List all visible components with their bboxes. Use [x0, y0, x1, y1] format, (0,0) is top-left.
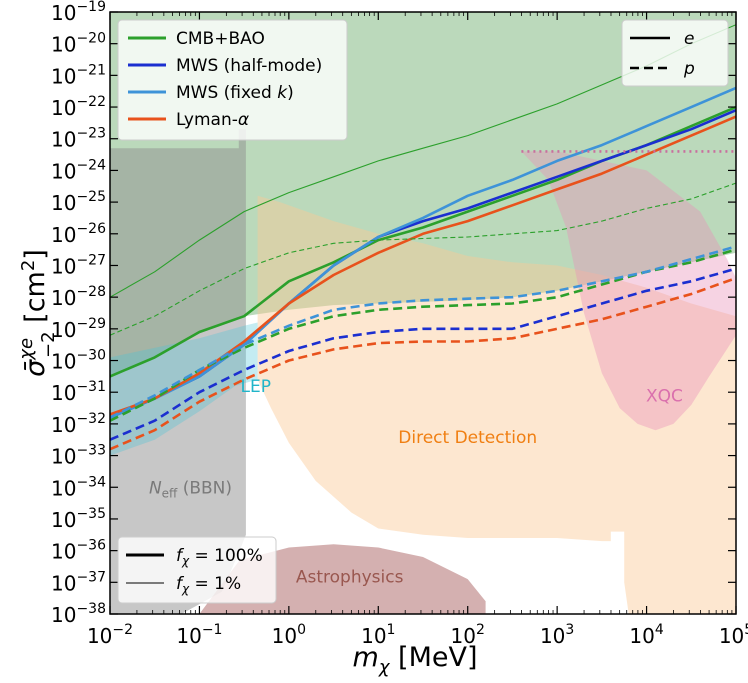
plot-frame	[109, 11, 737, 615]
x-tick-label: 103	[540, 622, 574, 648]
y-tick-label: 10−23	[51, 126, 106, 152]
series-line-5	[110, 267, 736, 441]
y-tick-label: 10−30	[51, 348, 106, 374]
y-axis-label: σ̄χe−2 [cm2]	[16, 249, 59, 377]
x-tick-label: 105	[719, 622, 748, 648]
legend-particle-type: ep	[621, 19, 729, 87]
y-tick-label: 10−27	[51, 252, 106, 278]
y-tick-label: 10−35	[51, 506, 106, 532]
y-tick-label: 10−33	[51, 443, 106, 469]
series-line-2	[110, 86, 736, 419]
y-tick-label: 10−24	[51, 157, 106, 183]
series-line-6	[110, 245, 736, 419]
x-tick-label: 10−2	[87, 622, 133, 648]
legend-fraction-label: fχ = 1%	[176, 574, 241, 596]
legend-series-label: MWS (fixed k)	[176, 83, 294, 103]
legend-series-label: MWS (half-mode)	[176, 56, 322, 76]
x-tick-labels: 10−2 10−1 100 101 102 103 104 105	[87, 622, 748, 648]
lep-label: LEP	[241, 377, 271, 397]
lep-region	[110, 322, 258, 456]
y-tick-labels: 10−19 10−20 10−21 10−22 10−23 10−24 10−25 10−26…	[51, 0, 106, 627]
legend-series-label: Lyman-α	[176, 110, 249, 130]
legend-series: CMB+BAO MWS (half-mode) MWS (fixed k) Lyman…	[117, 19, 348, 141]
series-lines	[110, 24, 736, 451]
legend-particle-label: p	[683, 59, 695, 79]
y-tick-label: 10−31	[51, 379, 106, 405]
y-tick-label: 10−29	[51, 316, 106, 342]
x-tick-label: 100	[272, 622, 306, 648]
series-line-7	[110, 276, 736, 451]
neff-bbn-label: Neff (BBN)	[149, 479, 232, 501]
x-axis-label: mχ [MeV]	[353, 642, 478, 678]
region-labels: Direct Detection LEP XQC Astrophysics Neff (…	[149, 377, 683, 587]
legend-series-box	[117, 19, 348, 141]
legend-particle-box	[621, 19, 729, 87]
xqc-region	[521, 151, 736, 431]
x-tick-label: 104	[629, 622, 663, 648]
neff-bbn-region	[110, 129, 246, 614]
y-tick-label: 10−38	[51, 601, 106, 627]
svg-text:σ̄χe−2 [cm2]: σ̄χe−2 [cm2]	[16, 249, 59, 377]
y-tick-label: 10−22	[51, 94, 106, 120]
y-tick-label: 10−25	[51, 189, 106, 215]
y-tick-label: 10−37	[51, 569, 106, 595]
y-tick-label: 10−28	[51, 284, 106, 310]
y-tick-label: 10−32	[51, 411, 106, 437]
legend-fraction-label: fχ = 100%	[176, 546, 263, 568]
y-tick-label: 10−26	[51, 221, 106, 247]
y-tick-label: 10−36	[51, 538, 106, 564]
y-tick-label: 10−19	[51, 0, 106, 25]
x-tick-label: 102	[451, 622, 485, 648]
x-tick-label: 10−1	[176, 622, 222, 648]
y-tick-label: 10−20	[51, 31, 106, 57]
direct-detection-label: Direct Detection	[398, 428, 537, 448]
legend-particle-label: e	[684, 29, 694, 49]
legend-series-label: CMB+BAO	[176, 29, 265, 49]
astrophysics-label: Astrophysics	[296, 567, 404, 587]
legend-fraction: fχ = 100% fχ = 1%	[117, 536, 277, 604]
series-line-9	[110, 182, 736, 336]
xqc-label: XQC	[646, 387, 683, 407]
y-tick-label: 10−21	[51, 62, 106, 88]
x-tick-label: 101	[361, 622, 395, 648]
y-tick-label: 10−34	[51, 474, 106, 500]
